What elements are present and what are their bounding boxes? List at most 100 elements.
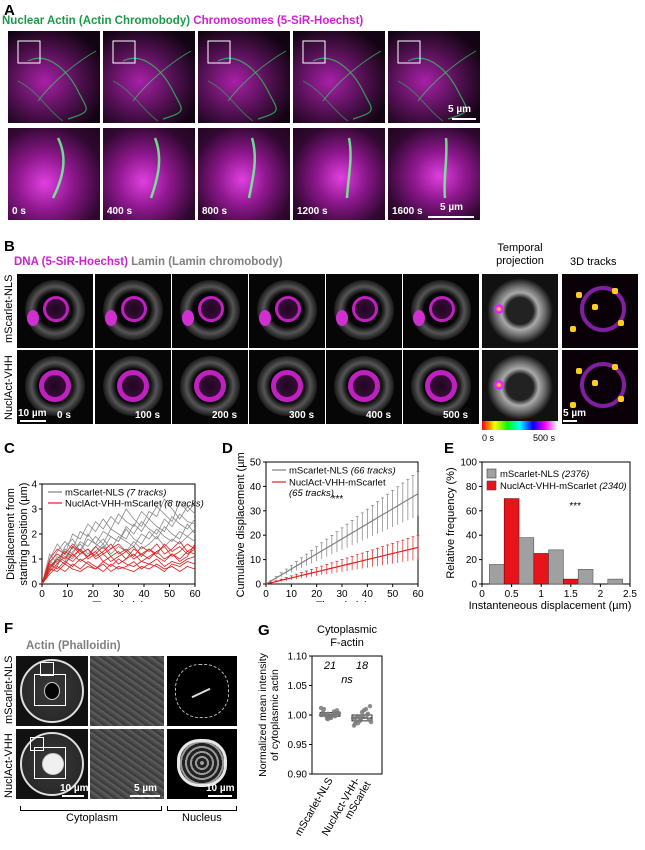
panel-b-frame (95, 274, 171, 348)
panel-b-frame (95, 350, 171, 424)
nucleus-3d (580, 286, 626, 332)
nuclear-actin-network (177, 739, 227, 787)
data-point (367, 703, 373, 709)
track-marker (618, 320, 624, 326)
nucleus-box (34, 747, 66, 779)
data-point (335, 711, 341, 717)
nucleus-signal (44, 682, 60, 700)
panel-b-frame (17, 274, 93, 348)
scale-bar-f1 (62, 795, 84, 797)
y-tick-label: 0.90 (288, 770, 308, 781)
nucleus-outline (175, 664, 229, 718)
panel-f-label: F (4, 620, 14, 637)
scale-bar-f2 (130, 795, 160, 797)
actin-filament (37, 50, 97, 102)
y-tick-label: 3 (31, 505, 37, 516)
data-point (319, 712, 325, 718)
panel-f-title: Actin (Phalloidin) (26, 640, 121, 652)
panel-e-label: E (444, 440, 455, 457)
scale-label-top: 5 µm (448, 104, 471, 115)
panel-a-zoom-image (198, 128, 290, 220)
x-tick-label: 60 (412, 589, 424, 600)
legend-swatch (486, 480, 497, 491)
panel-b-frame (172, 274, 248, 348)
x-tick-label: 50 (164, 589, 176, 600)
nucleus-dna (194, 370, 226, 402)
y-tick-label: 80 (466, 482, 478, 493)
panel-b-frame (326, 274, 402, 348)
red-track-line (41, 543, 196, 585)
n-count: 21 (323, 660, 336, 672)
panel-a-overview-image (8, 31, 100, 123)
legend-entry: mScarlet-NLS (2376) (500, 469, 589, 480)
time-label: 800 s (202, 206, 228, 217)
legend-detail: (65 tracks) (289, 488, 334, 499)
x-tick-label: 1.5 (564, 589, 578, 600)
y-tick-label: 40 (466, 531, 478, 542)
actin-filament (132, 50, 192, 102)
actin-filament-zoom (149, 137, 161, 199)
scale-bar-b-right (563, 420, 577, 422)
tracks-3d-header: 3D tracks (570, 256, 617, 268)
legend-entry: NuclAct-VHH-mScarlet (2340) (500, 481, 627, 492)
nucleus-dna (198, 296, 224, 322)
y-axis-label-2: starting position (µm) (18, 483, 30, 586)
chromatin-cluster (27, 310, 39, 326)
time-label: 400 s (366, 410, 392, 421)
nucleus-3d (580, 362, 626, 408)
significance-marker: *** (332, 494, 344, 505)
panel-d-label: D (222, 440, 233, 457)
zoom-strand (345, 137, 352, 199)
red-track-line (41, 540, 196, 585)
nucleus-dna (429, 296, 455, 322)
chart-title-1: Cytoplasmic (317, 624, 377, 636)
scale-label-f1: 10 µm (60, 783, 89, 794)
x-axis-label: Instanteneous displacement (µm) (469, 600, 632, 612)
nucleus-dna (39, 370, 71, 402)
n-count: 18 (356, 660, 369, 672)
scale-label-b-left: 10 µm (18, 408, 47, 419)
legend-swatch (486, 468, 497, 479)
red-bar (503, 498, 520, 585)
panel-b-frame (403, 350, 479, 424)
nucleus-signal (42, 753, 64, 775)
panel-b-row1-label: mScarlet-NLS (3, 274, 15, 343)
panel-b-frame (172, 350, 248, 424)
data-point (365, 711, 371, 717)
gray-track-line (41, 528, 196, 585)
nucleus-dna (275, 296, 301, 322)
zoom-strand (149, 137, 161, 199)
track-marker (576, 368, 582, 374)
actin-filament-zoom (51, 137, 65, 199)
zoom-inset-box (397, 40, 421, 64)
nucleus-label: Nucleus (182, 812, 222, 824)
nucleus-dna (43, 296, 69, 322)
tracks-3d-image (562, 350, 638, 424)
panel-b-title-gray: Lamin (Lamin chromobody) (131, 256, 283, 268)
data-point (350, 715, 356, 721)
x-tick-label: 1 (538, 589, 544, 600)
time-label: 300 s (289, 410, 315, 421)
y-tick-label: 0.95 (288, 740, 308, 751)
chromatin-cluster (259, 310, 271, 326)
panel-g-label: G (258, 622, 270, 639)
zoom-inset-box (17, 40, 41, 64)
track-marker (612, 364, 618, 370)
legend-entry: NuclAct-VHH-mScarlet (8 tracks) (65, 499, 204, 510)
x-tick-label: 0.5 (505, 589, 519, 600)
x-tick-label: 40 (138, 589, 150, 600)
actin-filament-zoom (443, 137, 448, 199)
x-tick-label: 30 (113, 589, 125, 600)
actin-filament (322, 50, 382, 102)
gray-track-line (41, 535, 196, 585)
cytoplasm-label: Cytoplasm (66, 812, 118, 824)
x-tick-label: 10 (286, 589, 298, 600)
actin-filament-zoom (247, 137, 256, 199)
gray-bar (577, 569, 594, 585)
panel-f-cytoplasm-image (90, 729, 164, 799)
legend-detail: (2376) (562, 469, 589, 480)
scale-label-f2: 5 µm (134, 783, 157, 794)
stat-label: ns (341, 674, 353, 686)
red-track-line (41, 543, 196, 585)
